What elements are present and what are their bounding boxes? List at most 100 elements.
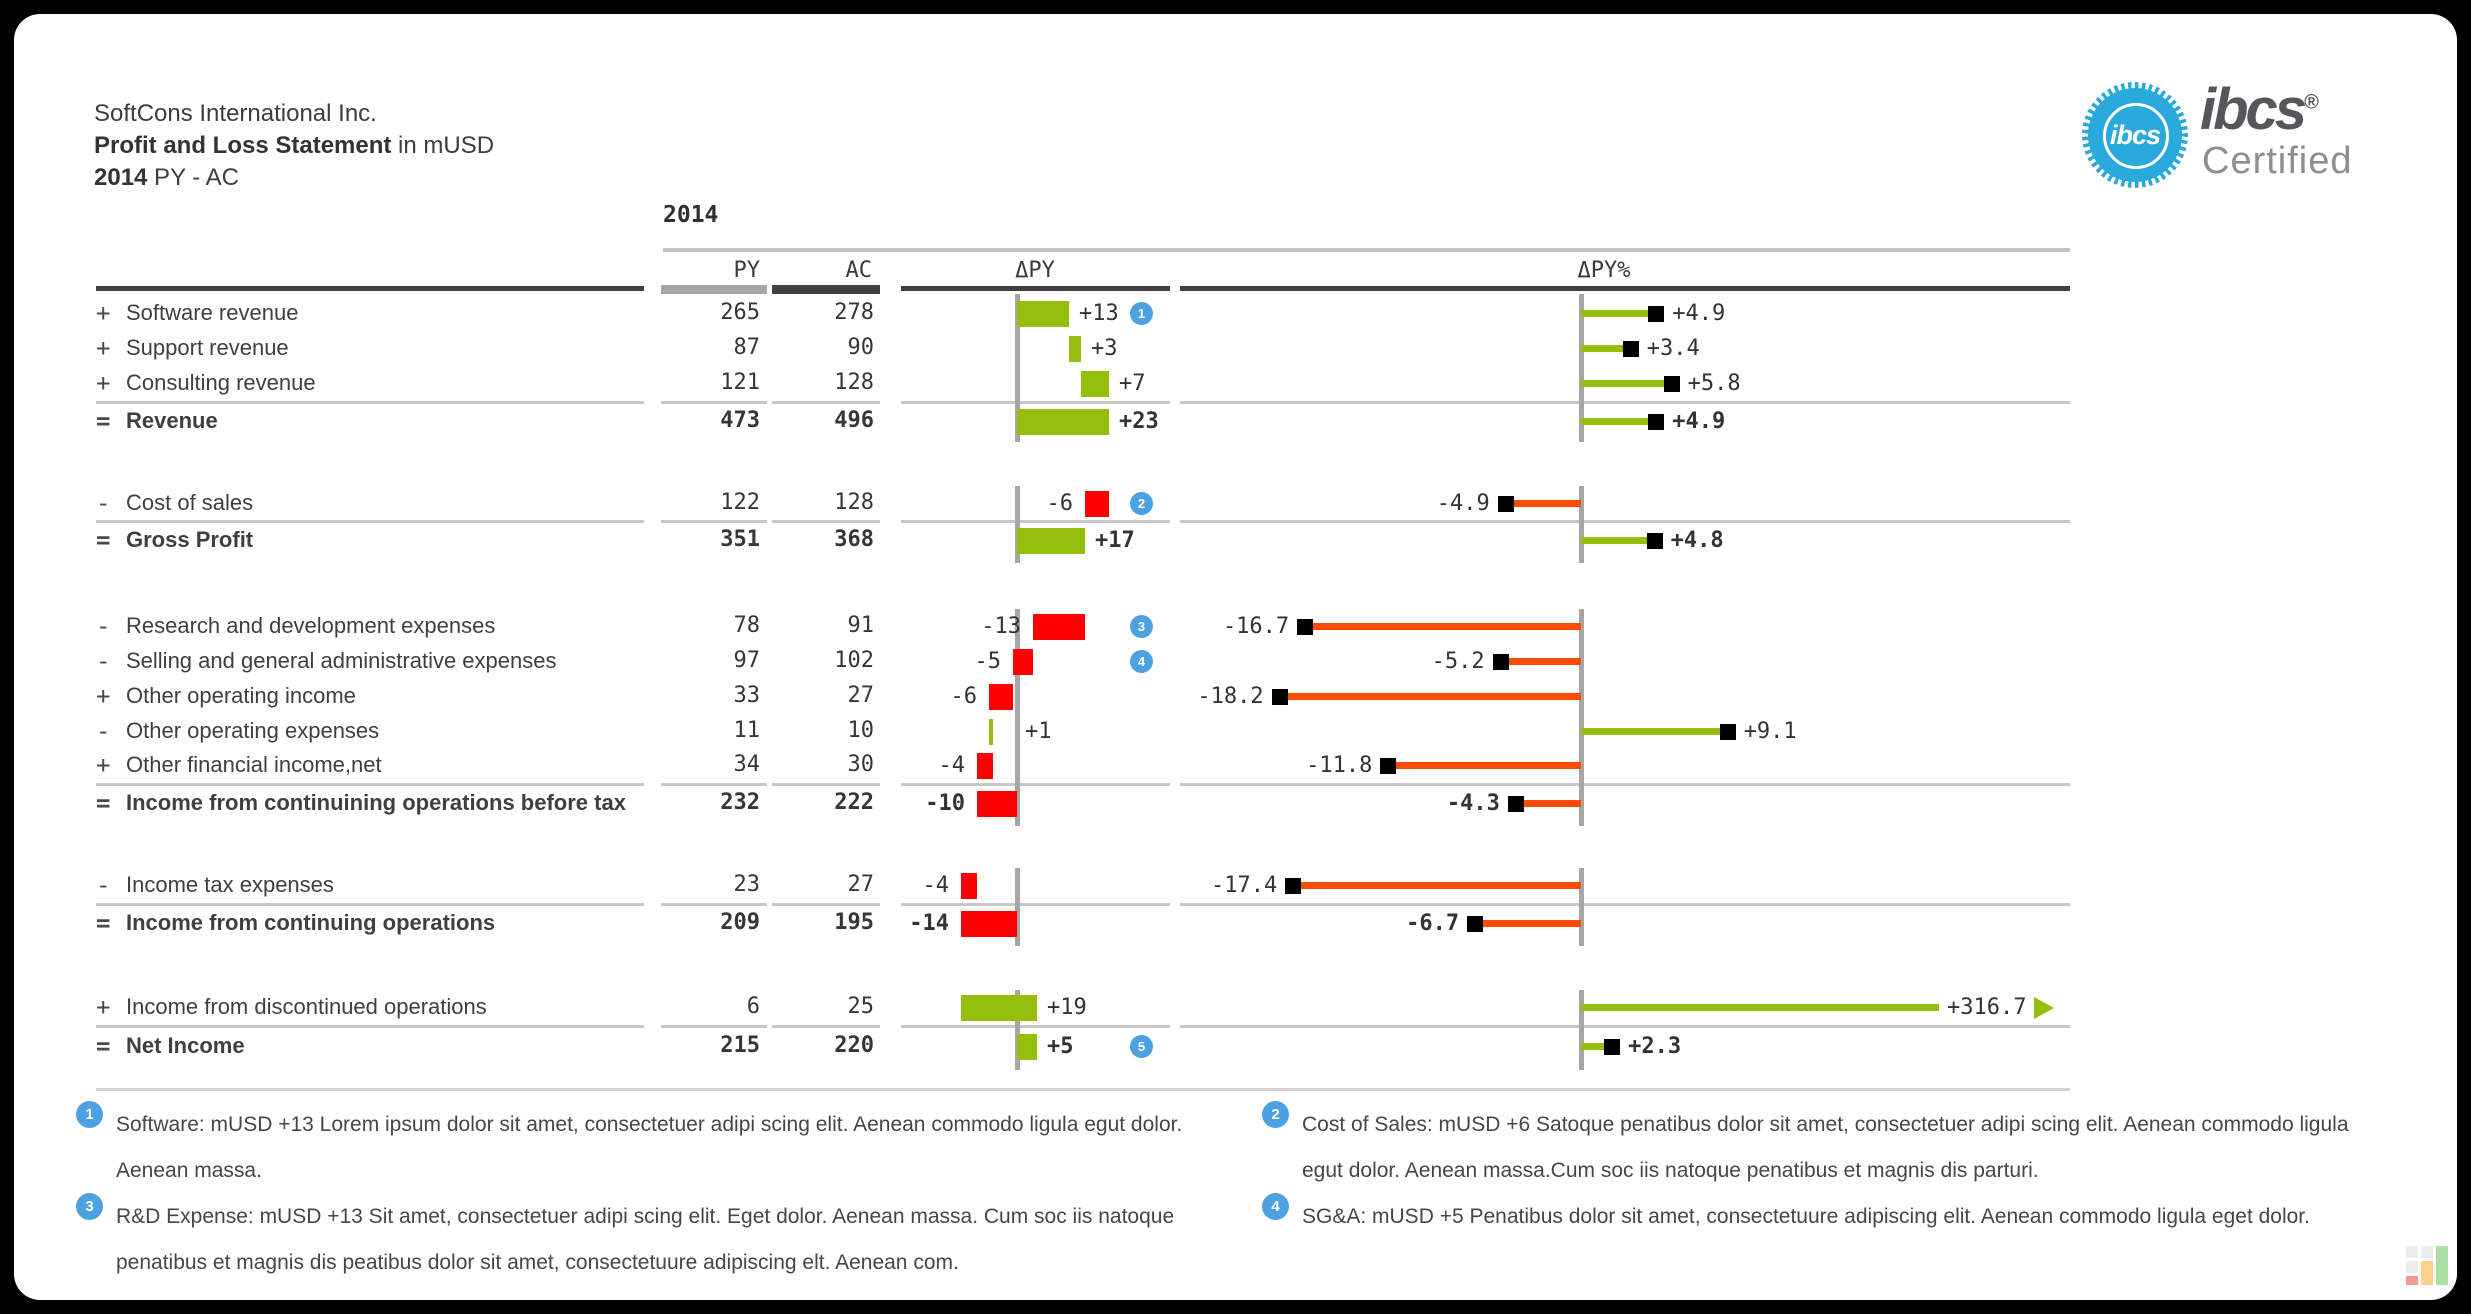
footnote-text: SG&A: mUSD +5 Penatibus dolor sit amet, … [1302,1205,2310,1228]
separator-rule [901,401,1170,404]
row-sign: - [96,612,111,640]
separator-rule [1180,401,2070,404]
delta-value: +23 [1119,409,1159,434]
company-name: SoftCons International Inc. [94,100,377,127]
pct-pin-line [1513,500,1581,507]
separator-rule [1180,783,2070,786]
pct-pin-line [1581,1004,1939,1011]
watermark-square [2406,1276,2418,1285]
waterfall-axis [1015,486,1020,563]
pct-value: -6.7 [1406,911,1460,936]
delta-bar-negative [989,684,1013,710]
row-label: Support revenue [126,335,289,360]
pct-value: -4.3 [1446,791,1500,816]
pct-value: -11.8 [1306,753,1373,778]
footnote-1: 1 Software: mUSD +13 Lorem ipsum dolor si… [76,1101,1186,1194]
delta-bar-positive [1017,409,1109,435]
separator-rule [901,783,1170,786]
pct-value: +2.3 [1628,1034,1682,1059]
title-block: SoftCons International Inc. Profit and L… [94,98,494,194]
ac-value: 30 [847,752,875,777]
row-label: Gross Profit [126,527,254,552]
pct-pin-line [1581,310,1649,317]
ac-value: 27 [847,683,875,708]
year-header: 2014 [663,202,719,228]
delta-value: -4 [938,753,966,778]
delta-value: +7 [1119,371,1146,396]
report-card: SoftCons International Inc. Profit and L… [14,14,2457,1300]
waterfall-axis [1015,609,1020,826]
delta-bar-negative [961,911,1017,937]
report-title: Profit and Loss Statement in mUSD [94,132,495,159]
pct-pin-head [1497,496,1514,512]
row-sign: + [96,334,111,362]
footnote-4: 4 SG&A: mUSD +5 Penatibus dolor sit amet,… [1262,1193,2366,1240]
pct-pin-line [1301,882,1581,889]
py-value: 351 [720,527,760,552]
ac-value: 195 [834,910,874,935]
py-value: 11 [733,718,761,743]
pct-value: +4.9 [1672,301,1726,326]
year-rule [663,248,2070,252]
py-value: 232 [720,790,760,815]
pct-value: -5.2 [1431,649,1485,674]
pct-value: +3.4 [1646,336,1700,361]
pct-pin-head [1604,1039,1621,1055]
footnote-marker-1: 1 [1130,302,1153,325]
pct-pin-line [1287,693,1581,700]
pct-pin-line [1523,800,1581,807]
delta-bar-negative [1085,491,1109,517]
bottom-rule [96,1088,2070,1091]
separator-rule [661,783,767,786]
py-value: 87 [733,335,761,360]
footnote-number-3: 3 [76,1193,103,1220]
pct-value: -4.9 [1436,491,1490,516]
pct-pin-head [1648,414,1665,430]
delta-value: +19 [1047,995,1087,1020]
watermark-square [2406,1246,2418,1258]
delta-value: -4 [922,873,950,898]
delta-bar-negative [1033,614,1085,640]
row-label: Net Income [126,1033,245,1058]
ac-value: 25 [847,994,875,1019]
row-sign: + [96,751,111,779]
row-label: Consulting revenue [126,370,316,395]
row-label: Other operating income [126,683,356,708]
delta-value: -6 [950,684,978,709]
pin-axis [1579,990,1584,1070]
delta-value: -14 [909,911,949,936]
ac-value: 10 [847,718,875,743]
pct-value: -17.4 [1210,873,1278,898]
row-sign: + [96,993,111,1021]
py-value: 473 [720,408,760,433]
row-label: Income from discontinued operations [126,994,487,1019]
pct-pin-line [1313,623,1581,630]
separator-rule [661,520,767,523]
separator-rule [772,520,880,523]
footnote-3: 3 R&D Expense: mUSD +13 Sit amet, consect… [76,1193,1186,1286]
separator-rule [661,903,767,906]
separator-rule [772,1025,880,1028]
ac-value: 102 [834,648,874,673]
separator-rule [772,783,880,786]
delta-value: +13 [1079,301,1119,326]
separator-rule [96,1025,644,1028]
ac-value: 91 [847,613,875,638]
delta-header-rule [901,286,1170,291]
row-label: Income from continuining operations befo… [126,790,626,815]
row-sign: - [96,717,111,745]
delta-value: +3 [1091,336,1118,361]
pct-pin-line [1581,418,1649,425]
column-header-ac: AC [845,258,873,283]
separator-rule [661,1025,767,1028]
row-label: Software revenue [126,300,299,325]
row-label: Selling and general administrative expen… [126,648,557,673]
separator-rule [96,783,644,786]
py-value: 33 [733,683,761,708]
waterfall-axis [1015,294,1020,442]
footnote-marker-3: 3 [1130,615,1153,638]
report-period: 2014 PY - AC [94,164,239,191]
footnote-text: Software: mUSD +13 Lorem ipsum dolor sit… [116,1113,1183,1182]
separator-rule [1180,1025,2070,1028]
row-sign: = [96,1032,111,1060]
